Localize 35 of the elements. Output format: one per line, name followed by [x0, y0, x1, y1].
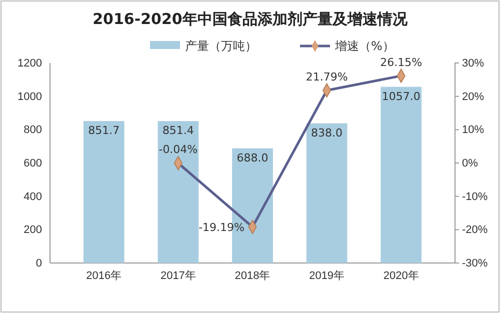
legend-label: 产量（万吨）	[185, 39, 257, 53]
y-tick-label: 1000	[18, 90, 42, 103]
y2-tick-label: -20%	[462, 224, 488, 236]
x-tick-label: 2017年	[160, 270, 196, 282]
data-label: -19.19%	[198, 220, 244, 234]
data-label: 851.7	[88, 124, 120, 138]
data-label: 21.79%	[306, 70, 348, 84]
data-label: 688.0	[236, 151, 268, 164]
bar	[380, 86, 422, 263]
y-tick-label: 400	[24, 190, 42, 203]
x-tick-label: 2020年	[383, 270, 419, 282]
data-label: 851.4	[162, 124, 194, 138]
data-label: -0.04%	[158, 143, 198, 156]
x-tick-label: 2018年	[234, 270, 270, 282]
legend-label: 增速（%）	[334, 39, 394, 53]
bar	[83, 121, 124, 263]
y2-tick-label: 20%	[462, 90, 484, 103]
bar	[306, 123, 348, 263]
y-tick-label: 1200	[18, 58, 42, 70]
y2-tick-label: -30%	[462, 258, 488, 270]
data-label: 838.0	[311, 126, 343, 140]
bar	[158, 121, 199, 263]
y-tick-label: 800	[24, 124, 42, 136]
y2-tick-label: -10%	[462, 190, 488, 203]
data-label: 1057.0	[382, 90, 420, 103]
y-tick-label: 0	[36, 258, 42, 270]
y-tick-label: 600	[24, 158, 42, 170]
x-tick-label: 2016年	[86, 270, 122, 282]
y2-tick-label: 0%	[462, 158, 478, 170]
y-tick-label: 200	[24, 224, 42, 236]
chart-title: 2016-2020年中国食品添加剂产量及增速情况	[92, 10, 408, 28]
y2-tick-label: 30%	[462, 58, 484, 70]
data-label: 26.15%	[380, 56, 422, 69]
x-tick-label: 2019年	[309, 270, 345, 282]
y2-tick-label: 10%	[462, 124, 484, 136]
